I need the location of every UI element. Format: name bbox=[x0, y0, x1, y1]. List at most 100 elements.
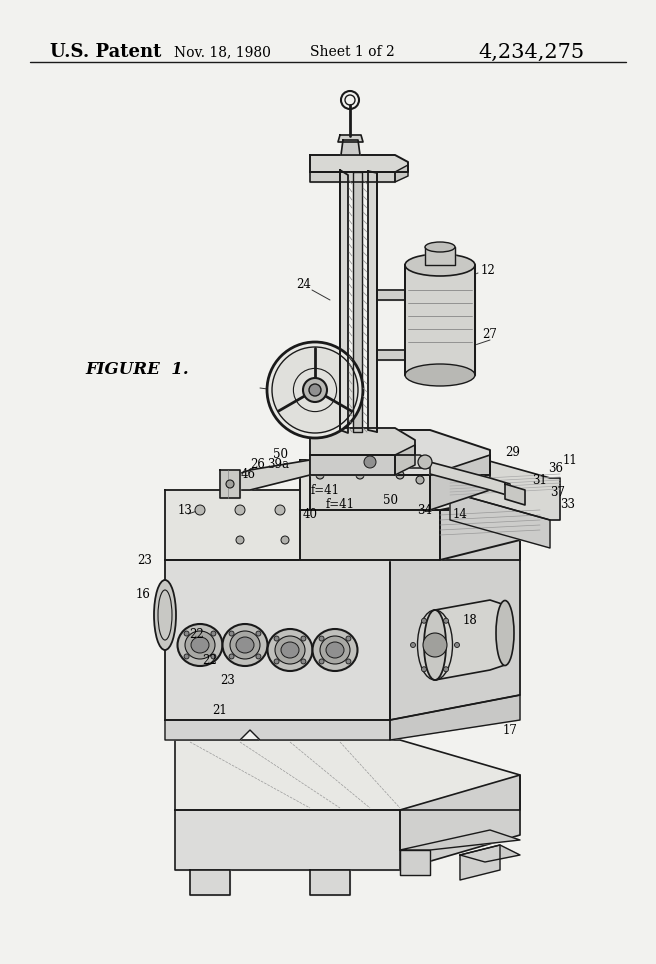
Circle shape bbox=[229, 654, 234, 659]
Ellipse shape bbox=[236, 637, 254, 653]
Text: 23: 23 bbox=[138, 553, 152, 567]
Polygon shape bbox=[310, 155, 408, 172]
Circle shape bbox=[346, 659, 351, 664]
Polygon shape bbox=[450, 450, 560, 520]
Polygon shape bbox=[435, 600, 505, 680]
Circle shape bbox=[422, 667, 426, 672]
Polygon shape bbox=[368, 171, 377, 432]
Polygon shape bbox=[425, 247, 455, 265]
Polygon shape bbox=[175, 740, 520, 810]
Ellipse shape bbox=[268, 629, 312, 671]
Circle shape bbox=[367, 452, 383, 468]
Polygon shape bbox=[390, 695, 520, 740]
Circle shape bbox=[422, 618, 426, 624]
Polygon shape bbox=[377, 350, 405, 360]
Polygon shape bbox=[400, 830, 520, 850]
Circle shape bbox=[267, 342, 363, 438]
Circle shape bbox=[455, 642, 459, 648]
Text: 31: 31 bbox=[533, 473, 548, 487]
Polygon shape bbox=[165, 560, 390, 720]
Polygon shape bbox=[310, 430, 490, 475]
Text: 34: 34 bbox=[417, 503, 432, 517]
Ellipse shape bbox=[312, 629, 358, 671]
Circle shape bbox=[396, 471, 404, 479]
Text: 26: 26 bbox=[251, 459, 266, 471]
Circle shape bbox=[301, 636, 306, 641]
Circle shape bbox=[364, 456, 376, 468]
Polygon shape bbox=[405, 265, 475, 375]
Ellipse shape bbox=[425, 242, 455, 252]
Text: 33: 33 bbox=[560, 498, 575, 512]
Polygon shape bbox=[310, 172, 395, 182]
Polygon shape bbox=[341, 140, 360, 155]
Ellipse shape bbox=[154, 580, 176, 650]
Ellipse shape bbox=[405, 254, 475, 276]
Circle shape bbox=[256, 654, 261, 659]
Text: 18: 18 bbox=[462, 613, 478, 627]
Polygon shape bbox=[400, 850, 430, 875]
Circle shape bbox=[319, 636, 324, 641]
Circle shape bbox=[235, 505, 245, 515]
Circle shape bbox=[272, 347, 358, 433]
Polygon shape bbox=[300, 510, 440, 560]
Text: 16: 16 bbox=[136, 588, 150, 602]
Ellipse shape bbox=[275, 636, 305, 664]
Polygon shape bbox=[377, 290, 405, 300]
Text: 36: 36 bbox=[548, 462, 564, 474]
Polygon shape bbox=[310, 475, 430, 510]
Polygon shape bbox=[440, 490, 540, 560]
Polygon shape bbox=[340, 170, 348, 433]
Text: 4,234,275: 4,234,275 bbox=[478, 42, 584, 62]
Text: 46: 46 bbox=[241, 469, 255, 481]
Ellipse shape bbox=[185, 631, 215, 659]
Circle shape bbox=[416, 476, 424, 484]
Text: 22: 22 bbox=[190, 629, 205, 641]
Text: f=41: f=41 bbox=[325, 497, 354, 511]
Text: 29: 29 bbox=[506, 445, 520, 459]
Circle shape bbox=[236, 536, 244, 544]
Text: Sheet 1 of 2: Sheet 1 of 2 bbox=[310, 45, 395, 59]
Text: 40: 40 bbox=[302, 508, 318, 522]
Ellipse shape bbox=[405, 364, 475, 386]
Text: f=41: f=41 bbox=[310, 484, 340, 496]
Text: 39a: 39a bbox=[267, 459, 289, 471]
Circle shape bbox=[275, 505, 285, 515]
Polygon shape bbox=[430, 462, 510, 496]
Text: 23: 23 bbox=[220, 674, 236, 686]
Polygon shape bbox=[460, 845, 500, 880]
Circle shape bbox=[274, 659, 279, 664]
Circle shape bbox=[411, 642, 415, 648]
Ellipse shape bbox=[178, 624, 222, 666]
Ellipse shape bbox=[326, 642, 344, 658]
Circle shape bbox=[397, 452, 413, 468]
Text: 24: 24 bbox=[297, 279, 312, 291]
Circle shape bbox=[319, 659, 324, 664]
Text: 37: 37 bbox=[550, 486, 565, 498]
Polygon shape bbox=[220, 470, 240, 498]
Circle shape bbox=[211, 631, 216, 636]
Text: 11: 11 bbox=[563, 453, 577, 467]
Circle shape bbox=[316, 471, 324, 479]
Circle shape bbox=[443, 667, 449, 672]
Polygon shape bbox=[235, 460, 310, 490]
Ellipse shape bbox=[230, 631, 260, 659]
Circle shape bbox=[274, 636, 279, 641]
Polygon shape bbox=[175, 810, 400, 870]
Circle shape bbox=[301, 659, 306, 664]
Polygon shape bbox=[165, 490, 520, 560]
Circle shape bbox=[326, 536, 334, 544]
Circle shape bbox=[315, 505, 325, 515]
Text: 14: 14 bbox=[453, 508, 468, 522]
Circle shape bbox=[211, 654, 216, 659]
Text: 28: 28 bbox=[273, 379, 287, 391]
Text: 27: 27 bbox=[483, 329, 497, 341]
Circle shape bbox=[359, 451, 381, 473]
Circle shape bbox=[443, 618, 449, 624]
Polygon shape bbox=[300, 460, 540, 510]
Polygon shape bbox=[330, 455, 430, 468]
Circle shape bbox=[226, 480, 234, 488]
Polygon shape bbox=[395, 445, 415, 475]
Circle shape bbox=[356, 471, 364, 479]
Ellipse shape bbox=[320, 636, 350, 664]
Ellipse shape bbox=[191, 637, 209, 653]
